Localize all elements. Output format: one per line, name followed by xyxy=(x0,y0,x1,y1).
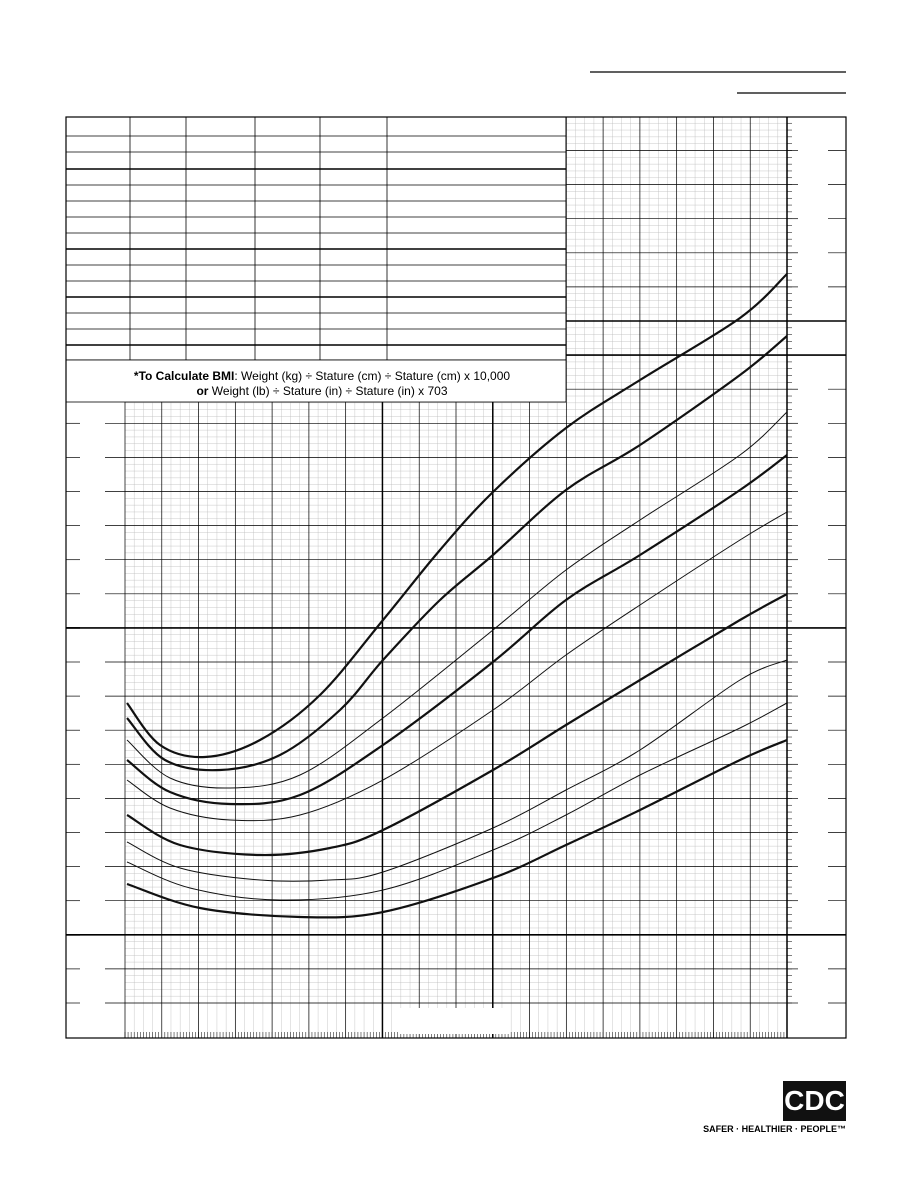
formula-bold: or xyxy=(196,384,208,398)
percentile-curve xyxy=(126,454,788,806)
percentile-curve xyxy=(126,511,788,822)
chart-frame xyxy=(65,116,847,1039)
percentile-curve xyxy=(126,738,788,919)
formula-text: : Weight (kg) ÷ Stature (cm) ÷ Stature (… xyxy=(234,369,510,383)
formula-bold: *To Calculate BMI xyxy=(134,369,234,383)
percentile-curve xyxy=(126,273,788,759)
percentile-curve xyxy=(126,411,788,789)
logo-tagline: SAFER · HEALTHIER · PEOPLE™ xyxy=(703,1124,846,1134)
logo-box xyxy=(783,1081,846,1121)
formula-text: Weight (lb) ÷ Stature (in) ÷ Stature (in… xyxy=(208,384,447,398)
formula-line-2: or Weight (lb) ÷ Stature (in) ÷ Stature … xyxy=(196,384,447,398)
logo-mark: CDC xyxy=(784,1085,845,1116)
percentile-curve xyxy=(126,593,788,857)
formula-box xyxy=(65,359,567,403)
table-bg xyxy=(65,116,567,361)
label-blank xyxy=(398,1008,510,1034)
formula-line-1: *To Calculate BMI: Weight (kg) ÷ Stature… xyxy=(134,369,510,383)
percentile-curve xyxy=(126,335,788,772)
measurement-table xyxy=(65,116,567,361)
percentile-curve xyxy=(126,702,788,901)
percentile-curve xyxy=(126,659,788,882)
percentile-curves xyxy=(126,273,788,919)
